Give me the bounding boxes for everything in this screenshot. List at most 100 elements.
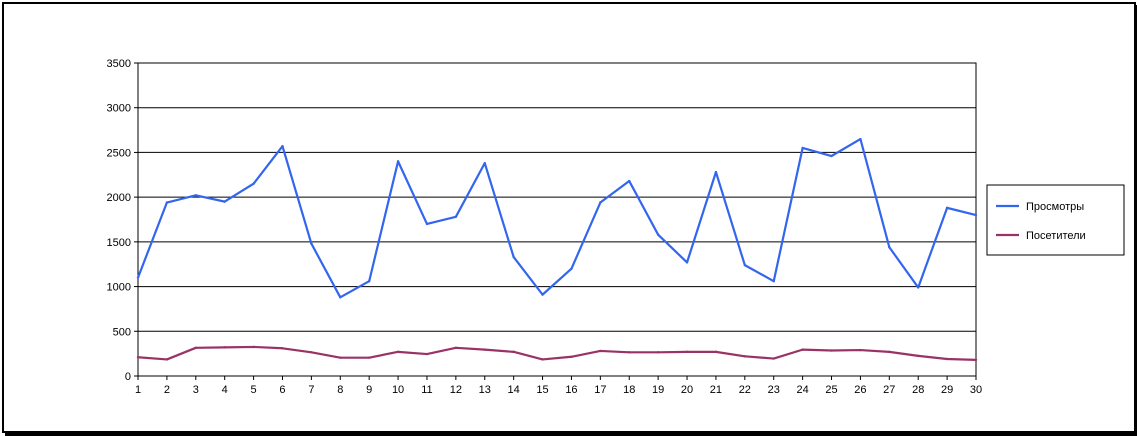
x-tick-label: 7 <box>308 384 314 396</box>
x-tick-label: 6 <box>279 384 285 396</box>
y-axis-tick-labels: 0 500 1000 1500 2000 2500 3000 3500 <box>107 58 131 383</box>
data-point <box>859 348 862 352</box>
data-point <box>628 351 631 354</box>
data-point <box>743 263 747 267</box>
x-tick-label: 16 <box>565 384 577 396</box>
data-point <box>310 242 313 245</box>
y-tick-label: 3000 <box>107 103 131 115</box>
x-tick-label: 22 <box>739 384 751 396</box>
x-tick-label: 9 <box>366 384 372 396</box>
data-point <box>974 213 978 217</box>
data-point <box>367 280 371 283</box>
data-point <box>512 255 515 259</box>
data-point <box>223 200 226 203</box>
data-point <box>656 351 660 354</box>
data-point <box>541 358 544 361</box>
data-point <box>685 350 689 354</box>
x-tick-label: 29 <box>941 384 953 396</box>
x-tick-label: 10 <box>392 384 404 396</box>
data-point <box>252 182 255 185</box>
y-tick-label: 3500 <box>107 58 131 70</box>
data-point <box>194 346 197 350</box>
data-point <box>454 346 458 350</box>
x-tick-label: 8 <box>337 384 343 396</box>
x-tick-label: 18 <box>623 384 635 396</box>
data-point <box>396 350 400 354</box>
data-point <box>888 246 891 249</box>
data-point <box>801 146 804 150</box>
data-point <box>628 179 631 183</box>
data-point <box>599 349 602 353</box>
x-tick-label: 21 <box>710 384 722 396</box>
data-point <box>281 347 284 350</box>
data-point <box>367 356 371 359</box>
legend-label: Посетители <box>1026 230 1086 242</box>
x-tick-label: 11 <box>421 384 432 396</box>
data-point <box>801 348 804 351</box>
x-tick-label: 20 <box>681 384 693 396</box>
data-point <box>830 349 833 352</box>
data-point <box>917 286 920 289</box>
data-point <box>830 154 833 158</box>
data-point <box>541 293 544 296</box>
data-point <box>599 201 602 204</box>
series-lines <box>136 137 978 362</box>
data-point <box>483 348 486 351</box>
y-tick-label: 1500 <box>107 237 131 249</box>
data-point <box>483 161 486 165</box>
data-point <box>165 358 169 361</box>
data-point <box>396 160 400 163</box>
grid-lines <box>134 62 976 377</box>
data-point <box>743 355 747 358</box>
x-tick-label: 30 <box>970 384 982 396</box>
data-point <box>136 356 140 359</box>
data-point <box>685 261 689 264</box>
x-tick-label: 17 <box>594 384 606 396</box>
x-tick-label: 12 <box>450 384 462 396</box>
data-point <box>714 350 718 354</box>
x-tick-label: 5 <box>251 384 257 396</box>
y-tick-label: 2000 <box>107 192 131 204</box>
data-point <box>339 296 342 299</box>
series-line-views <box>136 137 977 299</box>
data-point <box>945 357 949 361</box>
x-tick-label: 23 <box>768 384 780 396</box>
series-line-visitors <box>137 345 977 362</box>
data-point <box>888 350 891 354</box>
x-tick-label: 25 <box>825 384 837 396</box>
data-point <box>194 194 197 197</box>
legend-box <box>986 184 1125 256</box>
data-point <box>165 201 169 204</box>
x-tick-label: 27 <box>883 384 895 396</box>
x-tick-label: 15 <box>536 384 548 396</box>
data-point <box>223 346 226 349</box>
data-point <box>281 144 284 148</box>
x-tick-label: 26 <box>854 384 866 396</box>
x-tick-label: 4 <box>222 384 228 396</box>
data-point <box>714 170 718 174</box>
x-tick-label: 13 <box>479 384 491 396</box>
data-point <box>512 350 515 354</box>
data-point <box>570 267 573 270</box>
data-point <box>974 358 978 362</box>
x-tick-label: 14 <box>508 384 520 396</box>
data-point <box>339 356 342 359</box>
data-point <box>945 206 949 210</box>
data-point <box>310 351 313 354</box>
data-point <box>425 352 429 356</box>
legend-label: Просмотры <box>1026 201 1084 213</box>
y-tick-label: 500 <box>113 326 131 338</box>
x-tick-label: 1 <box>135 384 141 396</box>
plot-area <box>137 62 977 377</box>
data-point <box>454 215 458 219</box>
x-tick-label: 3 <box>193 384 199 396</box>
legend: Просмотры Посетители <box>986 184 1125 256</box>
data-point <box>570 355 573 358</box>
data-point <box>772 280 775 283</box>
x-tick-label: 28 <box>912 384 924 396</box>
y-tick-label: 1000 <box>107 282 131 294</box>
data-point <box>252 345 255 349</box>
y-tick-label: 2500 <box>107 147 131 159</box>
